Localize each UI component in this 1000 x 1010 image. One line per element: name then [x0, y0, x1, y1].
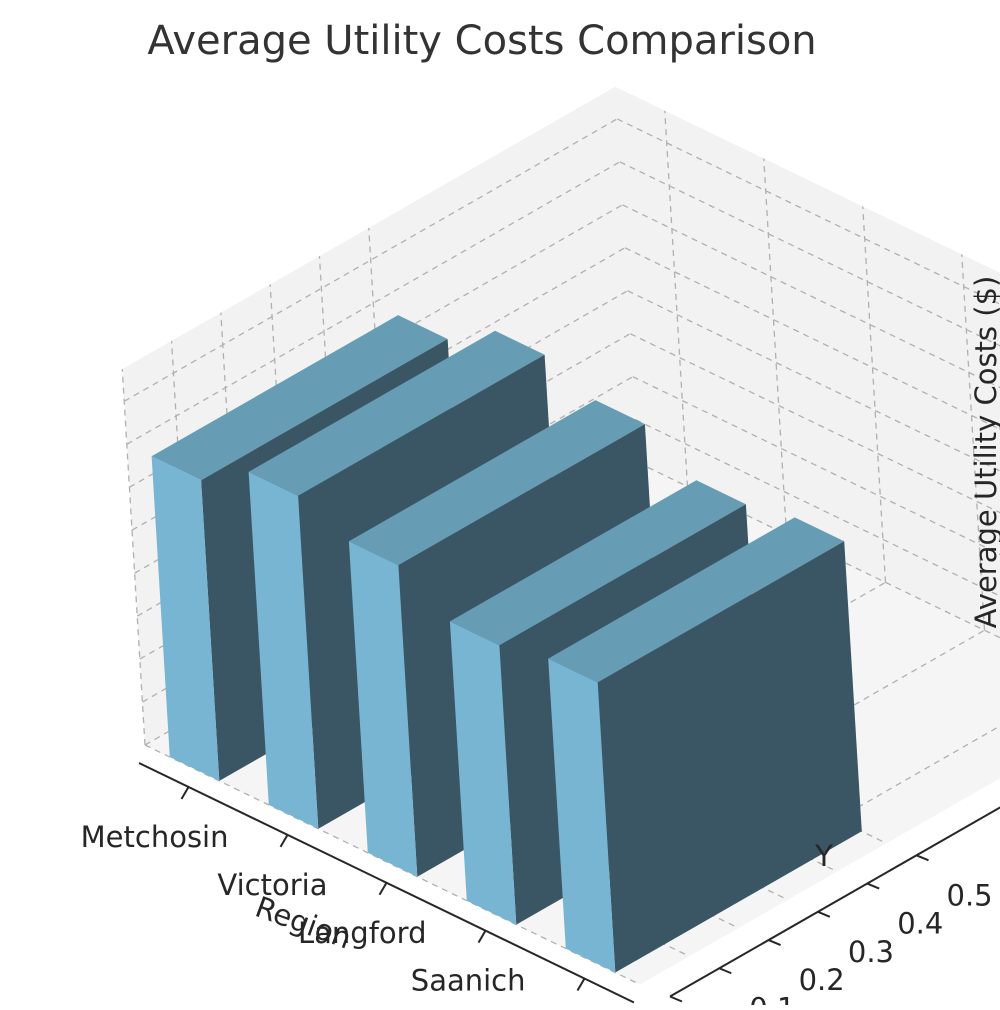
z-axis-label: Average Utility Costs ($)	[969, 276, 1000, 629]
y-tick-mark	[917, 855, 929, 860]
x-tick-mark	[479, 931, 486, 943]
y-tick-label: 0.1	[749, 991, 795, 1005]
y-tick-label: 0.2	[799, 963, 845, 997]
x-tick-mark	[380, 883, 387, 895]
chart-title: Average Utility Costs Comparison	[147, 18, 816, 64]
x-tick-mark	[281, 835, 288, 847]
y-tick-mark	[867, 884, 879, 889]
y-tick-label: 0.5	[947, 878, 993, 912]
y-tick-mark	[769, 940, 781, 945]
y-tick-mark	[670, 997, 682, 1002]
y-tick-mark	[719, 968, 731, 973]
y-tick-mark	[818, 912, 830, 917]
x-tick-label: Saanich	[411, 964, 526, 998]
y-axis-label: Y	[814, 839, 833, 873]
y-tick-label: 0.4	[897, 907, 943, 941]
x-tick-label: Metchosin	[81, 820, 229, 854]
x-tick-mark	[578, 979, 585, 991]
y-tick-label: 0.3	[848, 935, 894, 969]
x-tick-mark	[182, 787, 189, 799]
